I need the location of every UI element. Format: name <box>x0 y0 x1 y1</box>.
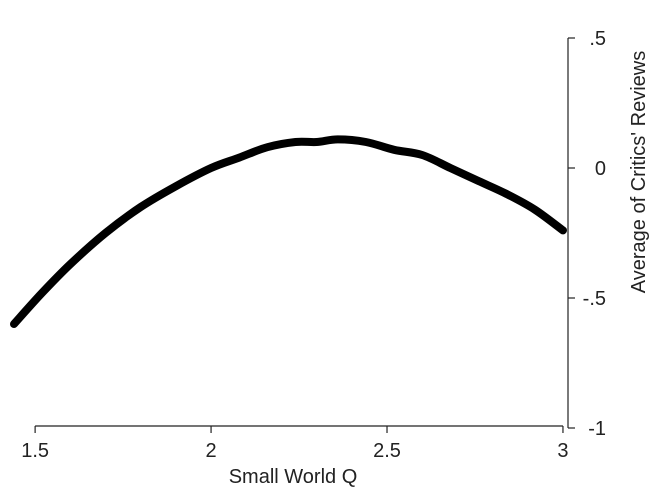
x-tick-label: 2 <box>206 440 217 462</box>
y-tick-label: -1 <box>588 418 606 440</box>
y-tick-label: 0 <box>595 158 606 180</box>
y-axis-title: Average of Critics' Reviews <box>628 51 650 293</box>
x-axis: 1.5 2 2.5 3 <box>21 425 569 462</box>
series-line-0 <box>10 135 567 328</box>
y-tick-label: .5 <box>589 28 606 50</box>
y-axis: .5 0 -.5 -1 <box>567 28 606 440</box>
plot-area <box>10 135 567 328</box>
x-axis-title: Small World Q <box>229 466 358 488</box>
x-tick-label: 1.5 <box>21 440 49 462</box>
x-tick-label: 2.5 <box>373 440 401 462</box>
y-tick-label: -.5 <box>583 288 606 310</box>
x-tick-label: 3 <box>557 440 568 462</box>
